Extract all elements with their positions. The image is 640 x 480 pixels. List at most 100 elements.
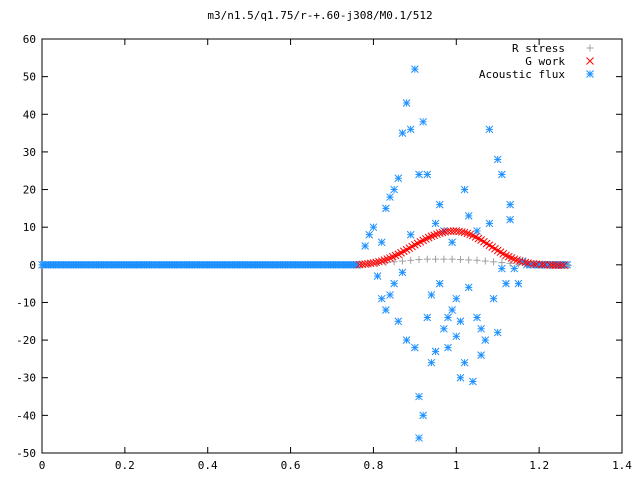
legend-label: Acoustic flux: [479, 68, 565, 81]
plot-border: [41, 38, 623, 454]
acoustic-flux-point: [377, 238, 386, 247]
g-work-point: [482, 239, 491, 248]
acoustic-flux-point: [394, 174, 403, 183]
x-tick-label: 1: [453, 459, 460, 472]
acoustic-flux-point: [502, 279, 510, 288]
g-work-point: [521, 258, 530, 267]
acoustic-flux-point: [390, 185, 398, 194]
r-stress-point: [390, 258, 398, 266]
g-work-point: [557, 261, 566, 270]
acoustic-flux-point: [365, 230, 374, 239]
acoustic-flux-point: [452, 294, 461, 303]
acoustic-flux-point: [498, 170, 506, 179]
g-work-point: [549, 261, 557, 269]
acoustic-flux-point: [361, 242, 369, 250]
g-work-point: [383, 255, 392, 263]
g-work-point: [391, 251, 400, 260]
acoustic-flux-point: [427, 358, 436, 367]
acoustic-flux-point: [510, 264, 519, 273]
acoustic-flux-point: [498, 264, 506, 273]
g-work-point: [499, 249, 508, 258]
chart-title: m3/n1.5/q1.75/r-+.60-j308/M0.1/512: [207, 9, 432, 22]
y-axis-ticks: -50 -40 -30 -20 -10 0 10 20 30 40 50 60: [16, 33, 622, 460]
y-tick-label: -40: [16, 409, 36, 422]
r-stress-point: [481, 257, 489, 265]
g-work-point: [457, 228, 466, 236]
x-tick-label: 0: [39, 459, 46, 472]
r-stress-point: [407, 256, 415, 264]
r-stress-point: [456, 256, 464, 264]
acoustic-flux-point: [402, 336, 411, 344]
acoustic-flux-point: [402, 99, 411, 107]
acoustic-flux-point: [423, 313, 432, 322]
acoustic-flux-point: [444, 343, 452, 352]
acoustic-flux-point: [386, 291, 394, 299]
acoustic-flux-point: [373, 272, 382, 280]
acoustic-flux-point: [464, 283, 473, 292]
acoustic-flux-point: [406, 230, 415, 239]
g-work-point: [515, 257, 524, 265]
acoustic-flux-point: [489, 294, 498, 303]
x-tick-label: 0.4: [198, 459, 218, 472]
acoustic-flux-point: [406, 125, 415, 134]
y-tick-label: 40: [23, 108, 36, 121]
legend-label: R stress: [512, 42, 565, 55]
acoustic-flux-point: [435, 279, 444, 288]
y-tick-label: 20: [23, 184, 36, 197]
g-work-point: [455, 227, 463, 236]
r-stress-point: [448, 255, 456, 263]
g-work-point: [463, 229, 472, 238]
acoustic-flux-point: [435, 200, 444, 209]
acoustic-flux-point: [448, 238, 456, 247]
g-work-point: [430, 231, 439, 240]
y-tick-label: -20: [16, 334, 36, 347]
acoustic-flux-point: [481, 336, 490, 344]
g-work-point: [364, 259, 372, 268]
g-work-point: [529, 260, 538, 268]
x-tick-label: 0.8: [363, 459, 383, 472]
acoustic-flux-point: [394, 317, 403, 326]
acoustic-flux-point: [440, 324, 448, 333]
acoustic-flux-point: [460, 185, 469, 194]
acoustic-flux-point: [419, 411, 427, 420]
acoustic-flux-point: [415, 170, 423, 179]
g-work-point: [355, 260, 364, 269]
acoustic-flux-point: [464, 212, 473, 220]
r-stress-point: [506, 259, 514, 267]
g-work-point: [466, 230, 474, 239]
acoustic-flux-point: [390, 279, 398, 288]
y-tick-label: -50: [16, 447, 36, 460]
y-tick-label: 30: [23, 146, 36, 159]
legend-marker: [586, 70, 594, 78]
acoustic-flux-point: [419, 117, 427, 126]
g-work-point: [372, 258, 381, 267]
y-tick-label: -10: [16, 296, 36, 309]
y-tick-label: 0: [29, 259, 36, 272]
acoustic-flux-point: [477, 324, 485, 333]
r-stress-point: [423, 255, 431, 263]
r-stress-point: [440, 255, 448, 263]
r-stress-point: [564, 262, 572, 270]
r-stress-point: [490, 258, 498, 266]
x-axis-ticks: 0 0.2 0.4 0.6 0.8 1 1.2 1.4: [39, 39, 632, 472]
acoustic-flux-point: [398, 268, 407, 277]
y-tick-label: -30: [16, 372, 36, 385]
acoustic-flux-point: [431, 347, 440, 356]
y-tick-label: 50: [23, 71, 36, 84]
r-stress-point: [432, 255, 440, 263]
legend-marker: [586, 57, 594, 65]
g-work-point: [446, 227, 455, 236]
g-work-point: [380, 256, 389, 264]
g-work-point: [538, 260, 546, 269]
legend-marker: [586, 44, 594, 52]
x-tick-label: 0.6: [281, 459, 301, 472]
acoustic-flux-point: [514, 279, 523, 288]
acoustic-flux-point: [493, 328, 502, 337]
acoustic-flux-point: [386, 193, 394, 201]
x-tick-label: 1.4: [612, 459, 632, 472]
acoustic-flux-point: [377, 294, 386, 303]
acoustic-flux-point: [444, 313, 452, 322]
acoustic-flux-point: [477, 351, 485, 359]
